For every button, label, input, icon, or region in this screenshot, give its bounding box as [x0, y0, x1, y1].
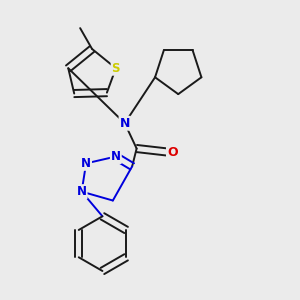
Text: N: N: [119, 117, 130, 130]
Text: N: N: [111, 150, 121, 163]
Text: N: N: [76, 185, 87, 198]
Text: N: N: [81, 157, 91, 170]
Text: O: O: [167, 146, 178, 159]
Text: S: S: [112, 62, 120, 75]
